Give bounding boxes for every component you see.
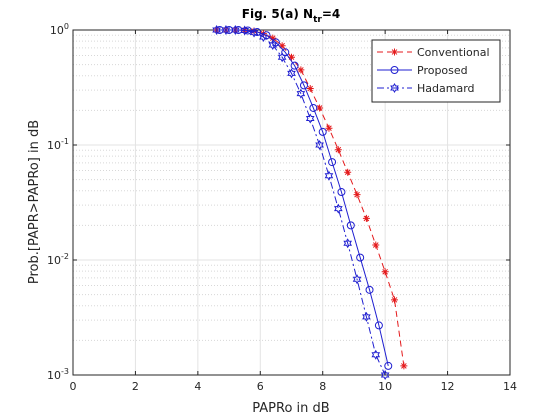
- legend-label: Hadamard: [417, 82, 475, 95]
- x-tick-label: 10: [378, 380, 392, 393]
- marker: [309, 103, 318, 112]
- y-tick-exponent: 0: [64, 22, 69, 31]
- marker: [287, 68, 296, 79]
- marker: [400, 362, 408, 370]
- marker: [305, 113, 315, 124]
- marker: [278, 42, 286, 50]
- y-tick-base: 10: [50, 24, 64, 37]
- marker: [316, 104, 324, 112]
- y-tick-label: 10-3: [47, 367, 69, 382]
- x-tick-label: 8: [319, 380, 326, 393]
- marker: [324, 170, 334, 181]
- legend-box: [371, 39, 501, 103]
- marker: [334, 203, 343, 214]
- marker: [277, 52, 287, 63]
- title-tail: =4: [322, 7, 340, 21]
- marker: [371, 349, 381, 360]
- marker: [306, 84, 314, 92]
- marker: [365, 285, 374, 294]
- title-main: Fig. 5(a) N: [242, 7, 313, 21]
- x-tick-label: 6: [257, 380, 264, 393]
- x-axis-label: PAPRo in dB: [252, 401, 329, 416]
- marker: [390, 83, 399, 93]
- marker: [362, 311, 371, 322]
- x-tick-label: 0: [70, 380, 77, 393]
- marker: [328, 158, 337, 167]
- marker: [268, 40, 278, 51]
- chart-title: Fig. 5(a) Ntr=4: [242, 7, 340, 25]
- legend-label: Proposed: [417, 64, 468, 77]
- marker: [334, 146, 342, 154]
- marker: [391, 48, 398, 56]
- legend-label: Conventional: [417, 46, 490, 59]
- series-line: [219, 29, 389, 367]
- marker: [325, 124, 333, 132]
- marker: [296, 88, 306, 99]
- marker: [288, 53, 295, 61]
- marker: [297, 66, 305, 74]
- marker: [253, 28, 262, 37]
- axes-box: [72, 29, 511, 376]
- marker: [391, 296, 399, 304]
- x-tick-label: 12: [441, 380, 455, 393]
- legend: Conventional Proposed Hadamard: [371, 39, 501, 103]
- marker: [381, 268, 389, 276]
- y-tick-label: 100: [50, 22, 69, 37]
- marker: [372, 241, 380, 249]
- marker: [337, 188, 346, 197]
- marker: [240, 25, 249, 36]
- y-tick-exponent: -3: [61, 367, 69, 376]
- x-tick-label: 14: [503, 380, 517, 393]
- marker: [352, 274, 362, 285]
- marker: [362, 214, 370, 222]
- title-subscript: tr: [313, 15, 322, 25]
- marker: [384, 361, 393, 370]
- marker: [356, 253, 365, 262]
- marker: [249, 27, 259, 38]
- marker: [212, 25, 221, 35]
- y-tick-exponent: -1: [61, 137, 69, 146]
- marker: [259, 31, 268, 42]
- y-tick-base: 10: [47, 369, 61, 382]
- marker: [318, 127, 327, 136]
- marker: [374, 321, 383, 330]
- marker: [343, 238, 353, 249]
- y-tick-label: 10-1: [47, 137, 69, 152]
- marker: [390, 66, 399, 74]
- x-tick-label: 4: [194, 380, 201, 393]
- marker: [221, 25, 231, 35]
- series-line: [216, 29, 386, 376]
- y-tick-label: 10-2: [47, 252, 69, 267]
- marker: [230, 25, 240, 35]
- marker: [380, 370, 390, 380]
- marker: [315, 140, 324, 150]
- series: [212, 25, 390, 380]
- marker: [269, 34, 277, 42]
- marker: [353, 191, 361, 199]
- y-axis-label: Prob.[PAPR>PAPRo] in dB: [27, 120, 42, 284]
- marker: [299, 81, 308, 90]
- y-tick-base: 10: [47, 139, 61, 152]
- y-tick-exponent: -2: [61, 252, 69, 261]
- y-tick-base: 10: [47, 254, 61, 267]
- x-tick-label: 2: [132, 380, 139, 393]
- marker: [346, 221, 355, 230]
- marker: [290, 61, 299, 70]
- marker: [344, 168, 352, 176]
